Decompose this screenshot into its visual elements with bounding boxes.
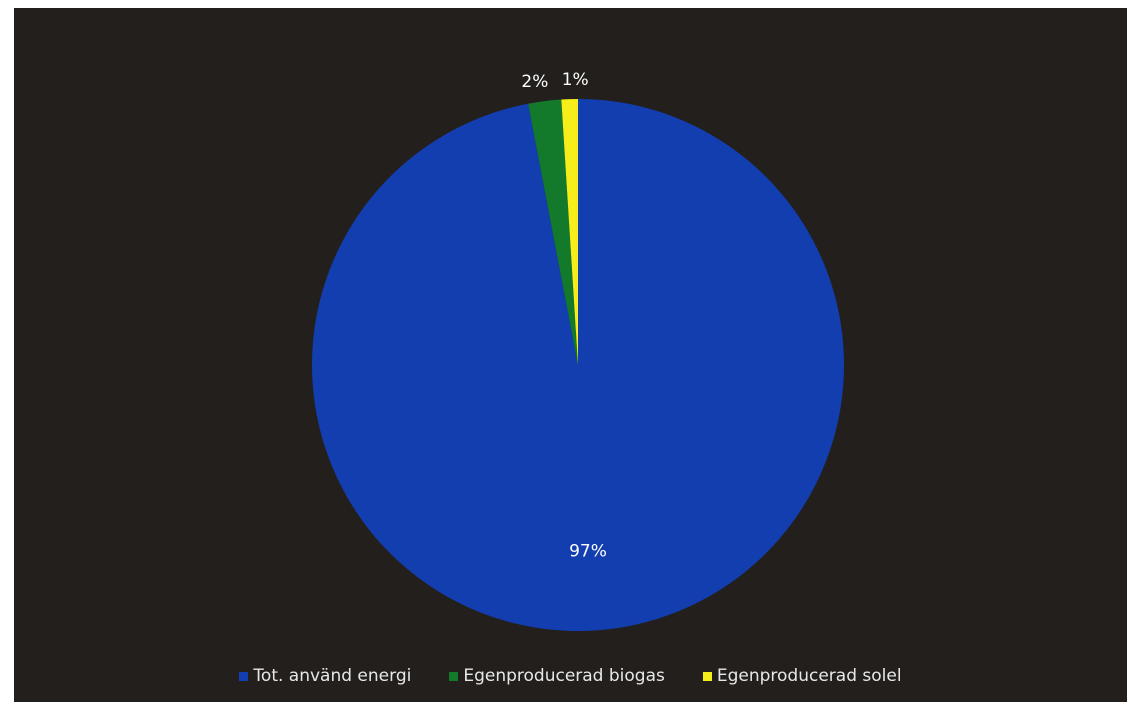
pie-slices [312, 99, 845, 632]
slice-label-1: 1% [562, 70, 589, 90]
legend-label: Egenproducerad solel [716, 666, 902, 686]
pie-labels: 97% 2% 1% [521, 70, 606, 561]
slice-egenproducerad-biogas [528, 99, 578, 365]
legend-item-tot-anvand-energi: Tot. använd energi [239, 666, 411, 686]
chart-legend: Tot. använd energi Egenproducerad biogas… [14, 664, 1127, 688]
legend-label: Egenproducerad biogas [463, 666, 665, 686]
chart-panel: 97% 2% 1% Tot. använd energi Egenproducera… [14, 8, 1127, 702]
legend-swatch-green [449, 671, 459, 681]
legend-swatch-yellow [702, 671, 712, 681]
legend-swatch-blue [239, 671, 249, 681]
slice-tot-anvand-energi [312, 99, 845, 632]
legend-label: Tot. använd energi [253, 666, 412, 686]
legend-item-egenproducerad-solel: Egenproducerad solel [702, 666, 902, 686]
legend-item-egenproducerad-biogas: Egenproducerad biogas [449, 666, 665, 686]
slice-label-97: 97% [569, 542, 607, 562]
slice-label-2: 2% [521, 72, 548, 92]
slice-egenproducerad-solel [561, 99, 578, 365]
pie-chart: 97% 2% 1% [312, 70, 845, 632]
